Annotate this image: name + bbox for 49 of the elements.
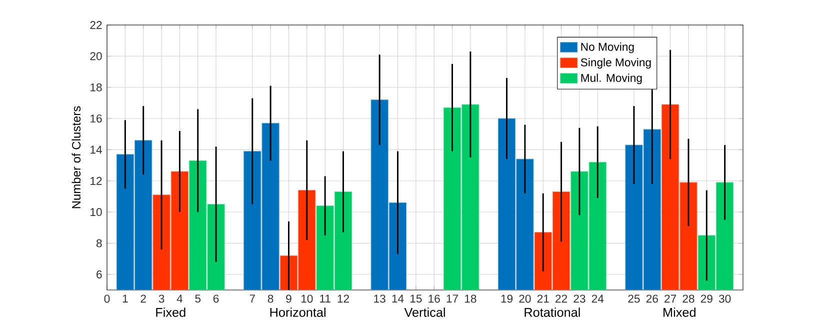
x-tick-label: 8 (268, 294, 274, 303)
y-tick-label: 12 (90, 176, 102, 185)
x-tick-label: 17 (446, 294, 458, 302)
text: Fixed (156, 308, 186, 317)
y-tick-label: 8 (96, 239, 102, 248)
x-tick-label: 6 (213, 294, 219, 303)
x-tick-label: 14 (392, 294, 404, 302)
y-tick-label: 14 (90, 146, 102, 154)
x-tick-label: 3 (158, 294, 164, 303)
x-tick-label: 16 (428, 294, 440, 303)
x-tick-label: 28 (682, 294, 694, 303)
y-tick-label: 6 (96, 270, 102, 278)
y-axis-title: Number of Clusters (72, 106, 81, 208)
x-tick-label: 0 (104, 294, 110, 303)
x-tick-label: 12 (338, 294, 349, 303)
x-tick-label: 13 (374, 294, 386, 303)
text: Horizontal (270, 308, 326, 317)
x-tick-label: 19 (501, 294, 513, 303)
x-tick-label: 11 (320, 294, 330, 302)
x-tick-label: 26 (646, 294, 658, 303)
text: Rotational (524, 308, 580, 317)
x-tick-label: 21 (537, 294, 549, 303)
y-tick-label: 16 (90, 114, 102, 123)
x-tick-label: 10 (301, 294, 313, 303)
y-tick-label: 10 (90, 208, 102, 216)
x-tick-label: 5 (195, 294, 201, 303)
x-tick-label: 15 (410, 294, 422, 303)
x-tick-label: 9 (286, 294, 292, 303)
text: Mixed (664, 308, 696, 317)
legend-label: No Moving (581, 42, 634, 54)
legend-label: Mul. Moving (581, 74, 642, 84)
x-tick-label: 29 (700, 294, 712, 303)
y-tick-label: 22 (90, 21, 102, 29)
x-tick-label: 1 (122, 294, 128, 302)
x-tick-label: 4 (176, 294, 183, 302)
x-tick-label: 20 (519, 294, 531, 303)
text: Vertical (404, 308, 445, 317)
x-tick-label: 18 (464, 294, 476, 303)
x-tick-label: 22 (556, 294, 568, 303)
x-tick-label: 2 (140, 294, 146, 303)
y-tick-label: 20 (90, 52, 102, 60)
x-tick-label: 27 (664, 294, 676, 303)
legend-label: Single Moving (580, 58, 651, 69)
x-tick-label: 23 (574, 294, 586, 303)
x-tick-label: 7 (250, 294, 255, 302)
x-tick-label: 24 (592, 294, 604, 303)
x-tick-label: 25 (628, 294, 640, 303)
x-tick-label: 30 (718, 294, 731, 303)
y-tick-label: 18 (90, 83, 102, 92)
